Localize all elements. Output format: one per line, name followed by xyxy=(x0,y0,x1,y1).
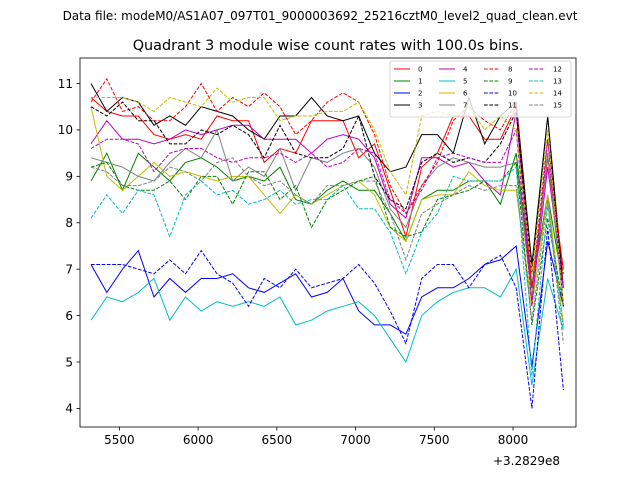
series-line-4 xyxy=(90,111,564,302)
legend-label-10: 10 xyxy=(508,90,517,98)
x-tick-label: 6500 xyxy=(262,433,293,447)
legend-label-3: 3 xyxy=(418,102,422,110)
x-tick-label: 6000 xyxy=(183,433,214,447)
legend-label-0: 0 xyxy=(418,66,422,74)
series-line-3 xyxy=(90,83,564,288)
series-line-11 xyxy=(90,101,564,307)
y-tick-label: 7 xyxy=(65,262,73,276)
legend-label-11: 11 xyxy=(508,102,517,110)
x-tick-label: 7000 xyxy=(340,433,371,447)
series-line-13 xyxy=(90,166,564,376)
x-tick-label: 5500 xyxy=(104,433,135,447)
legend-label-8: 8 xyxy=(508,66,512,74)
y-tick-label: 8 xyxy=(65,216,73,230)
legend-label-4: 4 xyxy=(463,66,468,74)
series-line-6 xyxy=(90,106,564,325)
legend-label-15: 15 xyxy=(553,102,562,110)
legend-label-7: 7 xyxy=(463,102,467,110)
x-offset-label: +3.2829e8 xyxy=(493,454,560,468)
series-line-14 xyxy=(91,87,564,307)
legend-label-6: 6 xyxy=(463,90,468,98)
y-tick-label: 9 xyxy=(65,170,73,184)
suptitle: Data file: modeM0/AS1A07_097T01_90000036… xyxy=(63,9,578,23)
y-tick-label: 4 xyxy=(65,402,73,416)
legend-label-14: 14 xyxy=(553,90,562,98)
series-line-7 xyxy=(90,128,564,307)
chart-title: Quadrant 3 module wise count rates with … xyxy=(133,38,524,54)
y-tick-label: 5 xyxy=(65,355,73,369)
x-tick-label: 8000 xyxy=(498,433,529,447)
legend-label-1: 1 xyxy=(418,78,422,86)
legend-label-2: 2 xyxy=(418,90,422,98)
legend-frame xyxy=(389,60,572,118)
series-line-5 xyxy=(90,267,564,386)
y-tick-label: 11 xyxy=(58,77,73,91)
x-tick-label: 7500 xyxy=(419,433,450,447)
series-line-2 xyxy=(90,241,564,367)
legend-label-13: 13 xyxy=(553,78,562,86)
legend-label-5: 5 xyxy=(463,78,467,86)
series-line-15 xyxy=(90,157,564,344)
axes-frame xyxy=(79,57,577,428)
y-tick-label: 10 xyxy=(58,123,73,137)
series-line-10 xyxy=(91,227,564,409)
series-group xyxy=(90,77,564,409)
series-line-12 xyxy=(90,128,564,307)
series-line-1 xyxy=(90,152,564,288)
legend-label-9: 9 xyxy=(508,78,512,86)
legend-label-12: 12 xyxy=(553,66,562,74)
series-line-8 xyxy=(90,77,564,288)
y-tick-label: 6 xyxy=(65,309,73,323)
